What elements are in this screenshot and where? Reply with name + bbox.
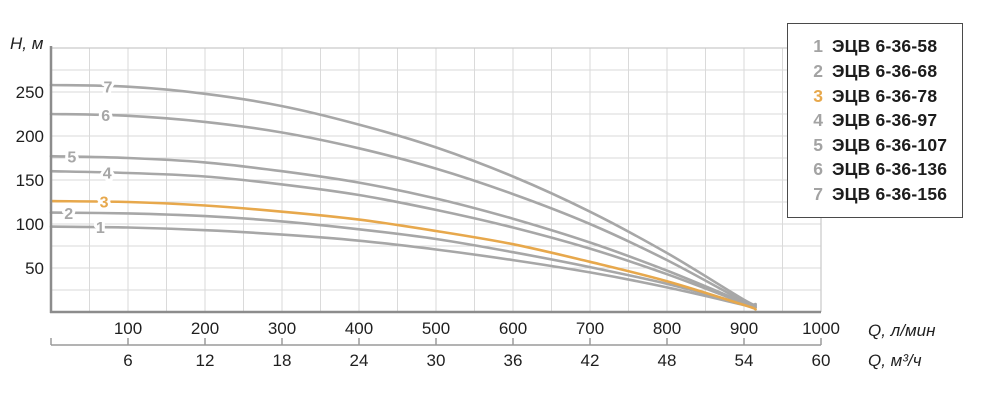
legend-item-number: 4 <box>813 110 823 131</box>
x-tick-label-lmin: 900 <box>730 319 758 338</box>
chart-gridlines <box>51 48 821 312</box>
legend-item-number: 6 <box>813 159 823 180</box>
pump-curve-3 <box>49 199 757 311</box>
x-tick-label-lmin: 200 <box>191 319 219 338</box>
x-tick-label-m3h: 30 <box>427 351 446 370</box>
pump-curve-5 <box>49 154 757 308</box>
legend-item: 6 ЭЦВ 6-36-136 <box>788 157 962 182</box>
legend-item-number: 7 <box>813 183 823 204</box>
legend-item-number: 3 <box>813 85 823 106</box>
legend-item-label: ЭЦВ 6-36-136 <box>832 159 948 180</box>
axis-tick-labels: 50 100 150 200 250 100 200 300 400 500 600 700 800 90… <box>16 83 840 370</box>
curve-number-label-7: 7 <box>104 79 113 96</box>
curve-number-label-1: 1 <box>96 220 105 237</box>
x-tick-label-lmin: 400 <box>345 319 373 338</box>
legend-item-label: ЭЦВ 6-36-78 <box>832 85 938 106</box>
curve-number-labels: 1 2 3 4 5 6 7 <box>61 76 115 240</box>
legend-item-number: 5 <box>813 134 823 155</box>
curve-number-label-5: 5 <box>67 150 76 167</box>
x-tick-label-m3h: 6 <box>123 351 132 370</box>
x-tick-label-m3h: 42 <box>581 351 600 370</box>
x-tick-label-m3h: 54 <box>735 351 754 370</box>
curve-number-label-4: 4 <box>103 165 112 182</box>
legend-item: 7 ЭЦВ 6-36-156 <box>788 182 962 207</box>
x-tick-label-lmin: 800 <box>653 319 681 338</box>
x-tick-label-lmin: 100 <box>114 319 142 338</box>
pump-curves <box>49 83 757 311</box>
pump-curve-7 <box>49 83 757 307</box>
chart-axes <box>49 46 822 346</box>
x-tick-label-lmin: 600 <box>499 319 527 338</box>
curve-number-label-6: 6 <box>101 108 110 125</box>
y-tick-label: 100 <box>16 215 44 234</box>
x-tick-label-m3h: 36 <box>504 351 523 370</box>
legend-item: 3 ЭЦВ 6-36-78 <box>788 84 962 109</box>
legend-item-number: 1 <box>813 36 823 57</box>
legend-item-label: ЭЦВ 6-36-68 <box>832 61 938 82</box>
legend-item-label: ЭЦВ 6-36-58 <box>832 36 938 57</box>
legend-item-label: ЭЦВ 6-36-107 <box>832 134 948 155</box>
x-tick-label-lmin: 700 <box>576 319 604 338</box>
legend-item-label: ЭЦВ 6-36-97 <box>832 110 938 131</box>
pump-curve-4 <box>49 169 757 309</box>
pump-curve-1 <box>49 225 757 309</box>
x-tick-label-m3h: 48 <box>658 351 677 370</box>
legend-item: 1 ЭЦВ 6-36-58 <box>788 34 962 59</box>
curve-number-label-2: 2 <box>64 206 73 223</box>
y-tick-label: 50 <box>25 259 44 278</box>
legend-item: 5 ЭЦВ 6-36-107 <box>788 133 962 158</box>
legend-box: 1 ЭЦВ 6-36-58 2 ЭЦВ 6-36-68 3 ЭЦВ 6-36-78 4 ЭЦВ… <box>787 23 963 218</box>
x-tick-label-m3h: 60 <box>812 351 831 370</box>
curve-number-label-3: 3 <box>100 195 109 212</box>
pump-curve-2 <box>49 211 757 309</box>
y-axis-title: H, м <box>10 34 44 53</box>
x-axis-title-m3h: Q, м³/ч <box>868 351 922 370</box>
x-tick-label-m3h: 12 <box>196 351 215 370</box>
legend-item-label: ЭЦВ 6-36-156 <box>832 183 948 204</box>
y-tick-label: 150 <box>16 171 44 190</box>
y-tick-label: 200 <box>16 127 44 146</box>
legend-item: 4 ЭЦВ 6-36-97 <box>788 108 962 133</box>
x-axis-title-lmin: Q, л/мин <box>868 321 936 340</box>
legend-item-number: 2 <box>813 61 823 82</box>
legend-item: 2 ЭЦВ 6-36-68 <box>788 59 962 84</box>
x-tick-label-lmin: 300 <box>268 319 296 338</box>
pump-curve-6 <box>49 112 757 308</box>
x-tick-label-lmin: 500 <box>422 319 450 338</box>
y-tick-label: 250 <box>16 83 44 102</box>
x-tick-label-m3h: 18 <box>273 351 292 370</box>
x-tick-label-m3h: 24 <box>350 351 369 370</box>
x-tick-label-lmin: 1000 <box>802 319 840 338</box>
